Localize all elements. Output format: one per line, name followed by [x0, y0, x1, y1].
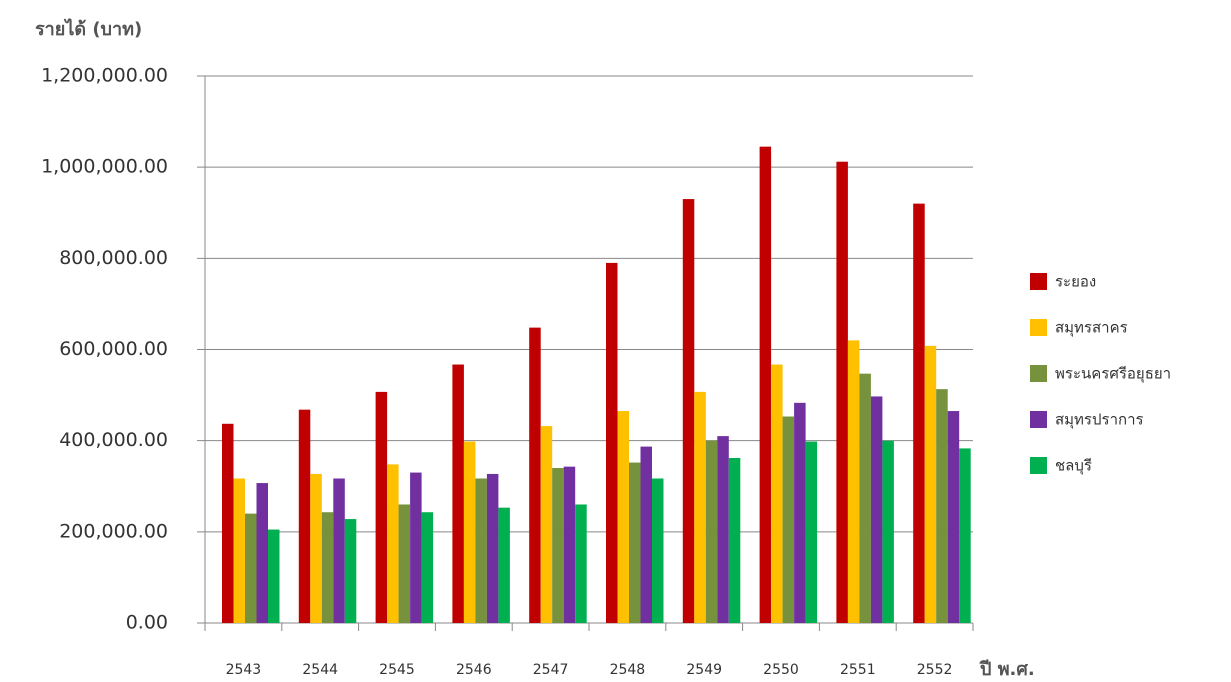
bar	[759, 146, 772, 623]
bar	[245, 513, 257, 623]
x-axis-label: ปี พ.ศ.	[979, 659, 1035, 680]
x-tick-label: 2551	[840, 662, 876, 678]
bar	[629, 462, 641, 623]
y-tick-label: 800,000.00	[59, 247, 168, 269]
bar	[870, 396, 883, 623]
bar	[540, 426, 553, 623]
bar	[298, 409, 311, 623]
bar	[222, 423, 234, 623]
bar	[959, 448, 971, 623]
x-tick-label: 2552	[917, 662, 953, 678]
x-tick-label: 2545	[379, 662, 415, 678]
legend-swatch	[1030, 273, 1047, 290]
legend-swatch	[1030, 319, 1047, 336]
bar	[771, 364, 783, 623]
bar	[617, 411, 629, 623]
bar	[398, 504, 411, 623]
x-tick-label: 2546	[456, 662, 492, 678]
bar	[859, 373, 871, 623]
bar	[805, 441, 818, 623]
legend-label: ชลบุรี	[1055, 457, 1092, 476]
bar	[913, 203, 925, 623]
y-tick-label: 1,200,000.00	[41, 65, 168, 87]
bar	[717, 436, 729, 623]
bar	[529, 327, 541, 623]
legend-swatch	[1030, 365, 1047, 382]
bar	[836, 161, 848, 624]
y-tick-label: 400,000.00	[59, 429, 168, 451]
bar	[233, 478, 245, 623]
bar	[705, 440, 718, 623]
legend-label: ระยอง	[1055, 273, 1096, 291]
bar	[924, 345, 937, 623]
bar	[498, 507, 510, 623]
x-tick-label: 2543	[226, 662, 262, 678]
bar	[563, 466, 576, 623]
bar	[947, 411, 960, 623]
legend-swatch	[1030, 411, 1047, 428]
bar	[606, 262, 618, 623]
x-tick-label: 2549	[686, 662, 722, 678]
y-tick-label: 0.00	[126, 612, 168, 634]
bar	[310, 473, 322, 623]
bar	[694, 391, 706, 623]
y-tick-label: 1,000,000.00	[41, 156, 168, 178]
bar	[486, 473, 499, 623]
bar	[268, 529, 280, 623]
y-tick-label: 200,000.00	[59, 520, 168, 542]
bar	[682, 199, 695, 623]
bar	[936, 389, 948, 623]
y-tick-label: 600,000.00	[59, 338, 168, 360]
legend-label: สมุทรสาคร	[1055, 319, 1128, 338]
bar	[782, 416, 795, 623]
legend-swatch	[1030, 457, 1047, 474]
bar	[387, 464, 399, 623]
legend-label: สมุทรปราการ	[1055, 411, 1144, 430]
bar	[552, 468, 564, 623]
bar	[256, 483, 268, 623]
bar	[333, 478, 345, 623]
bar	[652, 478, 664, 623]
bar	[421, 512, 434, 623]
bar	[452, 364, 464, 623]
x-tick-label: 2550	[763, 662, 799, 678]
bar	[728, 457, 741, 623]
x-tick-label: 2548	[610, 662, 646, 678]
y-axis-label: รายได้ (บาท)	[35, 18, 142, 40]
x-tick-label: 2547	[533, 662, 569, 678]
bar	[321, 512, 334, 623]
bar	[640, 446, 652, 623]
x-tick-label: 2544	[302, 662, 338, 678]
bar	[344, 519, 357, 623]
bar	[463, 441, 476, 623]
bar	[575, 504, 587, 623]
bar	[475, 478, 487, 623]
bar	[882, 440, 894, 623]
legend-label: พระนครศรีอยุธยา	[1055, 365, 1171, 384]
bar	[410, 472, 422, 623]
bar	[794, 402, 806, 623]
bar	[847, 340, 860, 623]
bar	[375, 391, 388, 623]
